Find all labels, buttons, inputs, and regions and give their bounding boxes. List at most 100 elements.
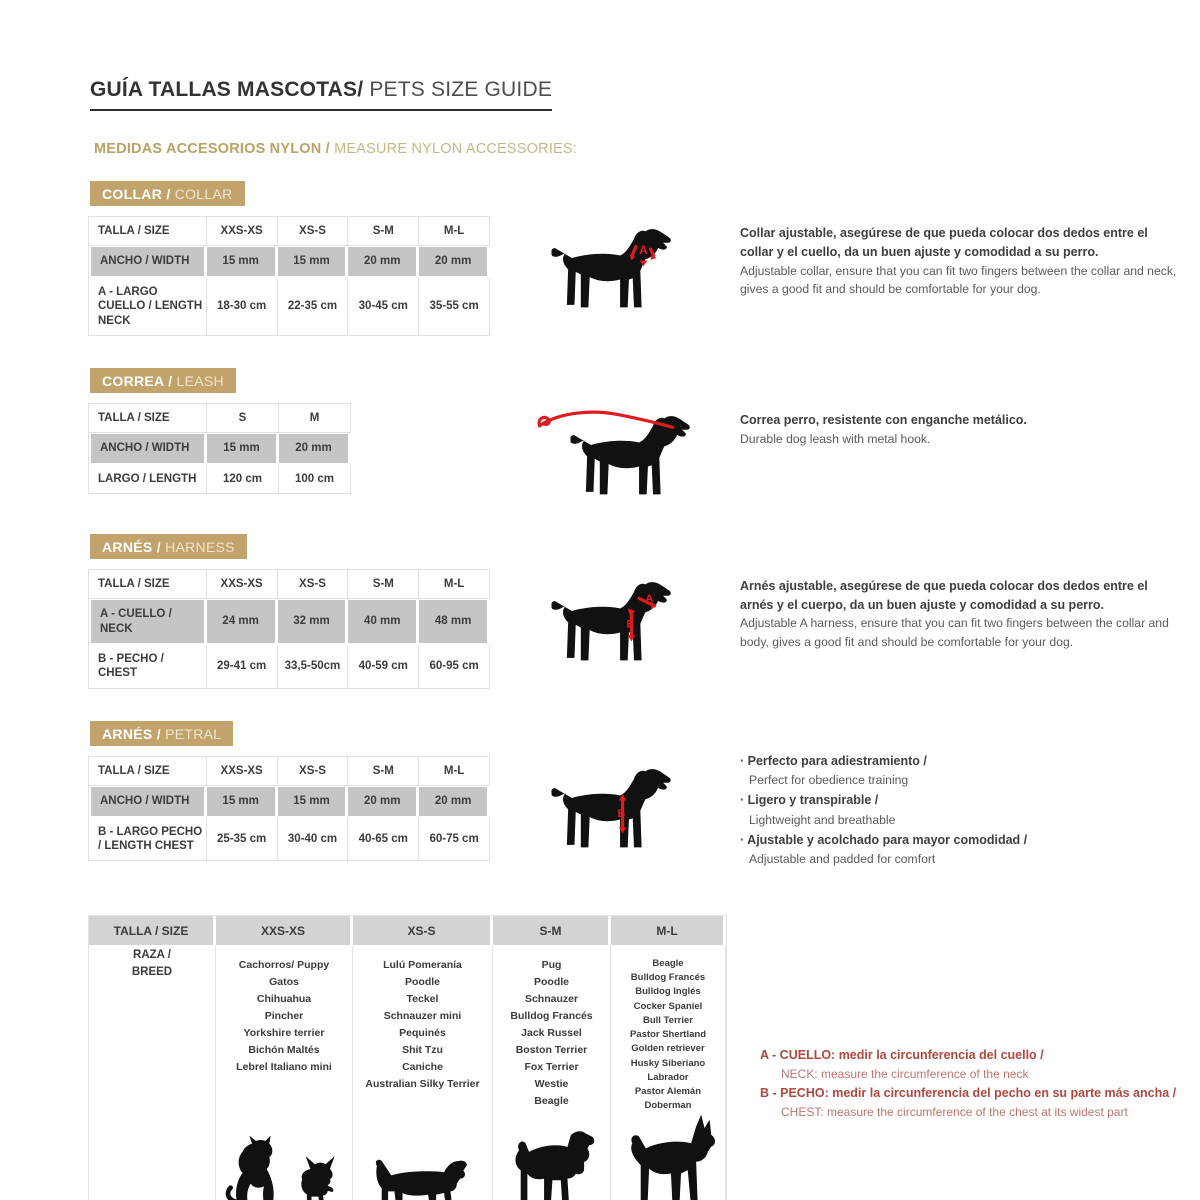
table-cell: ANCHO / WIDTH	[89, 433, 207, 465]
table-cell: 15 mm	[277, 246, 349, 278]
page-subtitle-en: MEASURE NYLON ACCESSORIES:	[329, 141, 578, 157]
table-header-row: TALLA / SIZE S M	[89, 403, 351, 434]
table-cell: 25-35 cm	[206, 817, 278, 862]
table-header-cell: TALLA / SIZE	[89, 756, 207, 787]
page-header: GUÍA TALLAS MASCOTAS/ PETS SIZE GUIDE	[90, 78, 1200, 111]
table-cell: 60-75 cm	[419, 817, 490, 862]
table-row: B - LARGO PECHO / LENGTH CHEST 25-35 cm …	[89, 817, 490, 862]
table-cell: 60-95 cm	[419, 645, 490, 689]
harness-desc-es: Arnés ajustable, asegúrese de que pueda …	[740, 578, 1148, 612]
note-neck-en: NECK: measure the circumference of the n…	[781, 1067, 1029, 1082]
feature-item: Perfecto para adiestramiento / Perfect f…	[740, 752, 1178, 790]
table-row: LARGO / LENGTH 120 cm 100 cm	[89, 464, 351, 494]
table-cell: 48 mm	[419, 599, 490, 645]
breed-list: Pug Poodle Schnauzer Bulldog Francés Jac…	[510, 958, 593, 1107]
marker-letter-a: A	[645, 593, 653, 605]
chihuahua-icon	[301, 1155, 335, 1200]
table-row: RAZA / BREED Cachorros/ Puppy Gatos Chih…	[89, 945, 726, 1200]
table-cell: 24 mm	[206, 599, 278, 645]
breed-column-m-l: Beagle Bulldog Francés Bulldog Inglés Co…	[611, 945, 726, 1200]
petral-size-table: TALLA / SIZE XXS-XS XS-S S-M M-L ANCHO /…	[88, 755, 490, 862]
dog-petral-illustration-icon: B	[540, 760, 690, 855]
feature-es: Perfecto para adiestramiento /	[740, 752, 1178, 771]
petral-features: Perfecto para adiestramiento / Perfect f…	[740, 744, 1178, 871]
table-cell: 20 mm	[348, 786, 420, 818]
petral-section: TALLA / SIZE XXS-XS XS-S S-M M-L ANCHO /…	[88, 754, 1200, 871]
table-header-cell: TALLA / SIZE	[89, 569, 207, 600]
dog-harness-illustration-icon: A B	[540, 573, 690, 668]
feature-es: Ajustable y acolchado para mayor comodid…	[740, 831, 1178, 850]
harness-desc-en: Adjustable A harness, ensure that you ca…	[740, 616, 1169, 649]
table-cell: 30-40 cm	[277, 817, 349, 862]
table-header-cell: XS-S	[277, 217, 349, 247]
harness-section-badge: ARNÉS / HARNESS	[90, 533, 247, 559]
table-cell: B - PECHO / CHEST	[89, 645, 207, 689]
feature-en: Adjustable and padded for comfort	[749, 852, 936, 867]
harness-description: Arnés ajustable, asegúrese de que pueda …	[740, 569, 1178, 651]
dog-leash-illustration-icon	[537, 410, 710, 502]
collar-size-table: TALLA / SIZE XXS-XS XS-S S-M M-L ANCHO /…	[88, 216, 490, 336]
leash-badge-en: LEASH	[172, 372, 224, 389]
breed-column-xs-s: Lulú Pomeranía Poodle Teckel Schnauzer m…	[353, 945, 493, 1200]
leash-desc-es: Correa perro, resistente con enganche me…	[740, 412, 1027, 427]
breed-column-s-m: Pug Poodle Schnauzer Bulldog Francés Jac…	[493, 945, 611, 1200]
petral-badge-es: ARNÉS /	[102, 725, 161, 742]
table-header-row: TALLA / SIZE XXS-XS XS-S S-M M-L	[89, 915, 726, 946]
table-header-cell: M	[279, 403, 351, 434]
note-neck-es: A - CUELLO: medir la circunferencia del …	[760, 1048, 1044, 1062]
table-header-cell: XS-S	[353, 915, 493, 946]
table-header-row: TALLA / SIZE XXS-XS XS-S S-M M-L	[89, 217, 490, 247]
table-row: ANCHO / WIDTH 15 mm 15 mm 20 mm 20 mm	[89, 786, 490, 818]
petral-section-badge: ARNÉS / PETRAL	[90, 720, 234, 746]
table-header-cell: XXS-XS	[206, 569, 278, 600]
note-chest-es: B - PECHO: medir la circunferencia del p…	[760, 1085, 1177, 1100]
table-cell: 15 mm	[206, 246, 278, 278]
table-cell: 20 mm	[279, 433, 351, 465]
doberman-icon	[631, 1114, 716, 1200]
table-cell: 15 mm	[277, 786, 349, 818]
harness-badge-en: HARNESS	[160, 538, 235, 555]
table-cell: 40 mm	[348, 599, 420, 645]
table-header-cell: XXS-XS	[206, 756, 278, 787]
table-cell: 18-30 cm	[206, 277, 278, 336]
table-cell: 20 mm	[348, 246, 420, 278]
table-cell: 15 mm	[206, 786, 278, 818]
table-cell: 22-35 cm	[277, 277, 349, 336]
dachshund-icon	[375, 1159, 467, 1200]
page-subtitle-es: MEDIDAS ACCESORIOS NYLON /	[94, 141, 330, 157]
table-header-cell: S-M	[493, 915, 611, 946]
leash-section: TALLA / SIZE S M ANCHO / WIDTH 15 mm 20 …	[88, 402, 1200, 502]
table-header-cell: M-L	[419, 217, 490, 247]
table-cell: 32 mm	[277, 599, 349, 645]
collar-badge-es: COLLAR /	[102, 186, 171, 202]
table-cell: 20 mm	[419, 786, 490, 818]
page-title-es: GUÍA TALLAS MASCOTAS/	[90, 78, 364, 101]
collar-desc-en: Adjustable collar, ensure that you can f…	[740, 263, 1177, 296]
harness-section: TALLA / SIZE XXS-XS XS-S S-M M-L A - CUE…	[88, 568, 1200, 689]
harness-badge-es: ARNÉS /	[102, 538, 161, 555]
schnauzer-icon	[514, 1130, 594, 1200]
page-title: GUÍA TALLAS MASCOTAS/ PETS SIZE GUIDE	[90, 78, 553, 111]
table-header-cell: TALLA / SIZE	[89, 915, 216, 946]
leash-size-table: TALLA / SIZE S M ANCHO / WIDTH 15 mm 20 …	[88, 402, 351, 494]
breed-list: Beagle Bulldog Francés Bulldog Inglés Co…	[629, 957, 707, 1112]
table-cell: 120 cm	[207, 464, 279, 494]
table-header-row: TALLA / SIZE XXS-XS XS-S S-M M-L	[89, 569, 490, 600]
marker-letter-b: B	[626, 618, 634, 630]
table-cell: 33,5-50cm	[277, 645, 349, 689]
table-cell: 40-59 cm	[348, 645, 420, 689]
leash-desc-en: Durable dog leash with metal hook.	[740, 431, 931, 446]
dog-collar-illustration-icon: A	[540, 220, 690, 315]
table-cell: B - LARGO PECHO / LENGTH CHEST	[89, 817, 207, 862]
table-header-cell: S-M	[348, 756, 420, 787]
table-header-cell: S	[207, 403, 279, 434]
table-row: ANCHO / WIDTH 15 mm 15 mm 20 mm 20 mm	[89, 246, 490, 278]
table-cell: LARGO / LENGTH	[89, 464, 207, 494]
feature-item: Ajustable y acolchado para mayor comodid…	[740, 831, 1178, 869]
table-header-cell: TALLA / SIZE	[89, 217, 207, 247]
table-header-cell: XS-S	[277, 756, 349, 787]
collar-desc-es: Collar ajustable, asegúrese de que pueda…	[740, 226, 1148, 259]
note-chest-en: CHEST: measure the circumference of the …	[781, 1105, 1128, 1120]
measure-notes: A - CUELLO: medir la circunferencia del …	[760, 1046, 1192, 1122]
breed-list: Lulú Pomeranía Poodle Teckel Schnauzer m…	[365, 958, 480, 1090]
